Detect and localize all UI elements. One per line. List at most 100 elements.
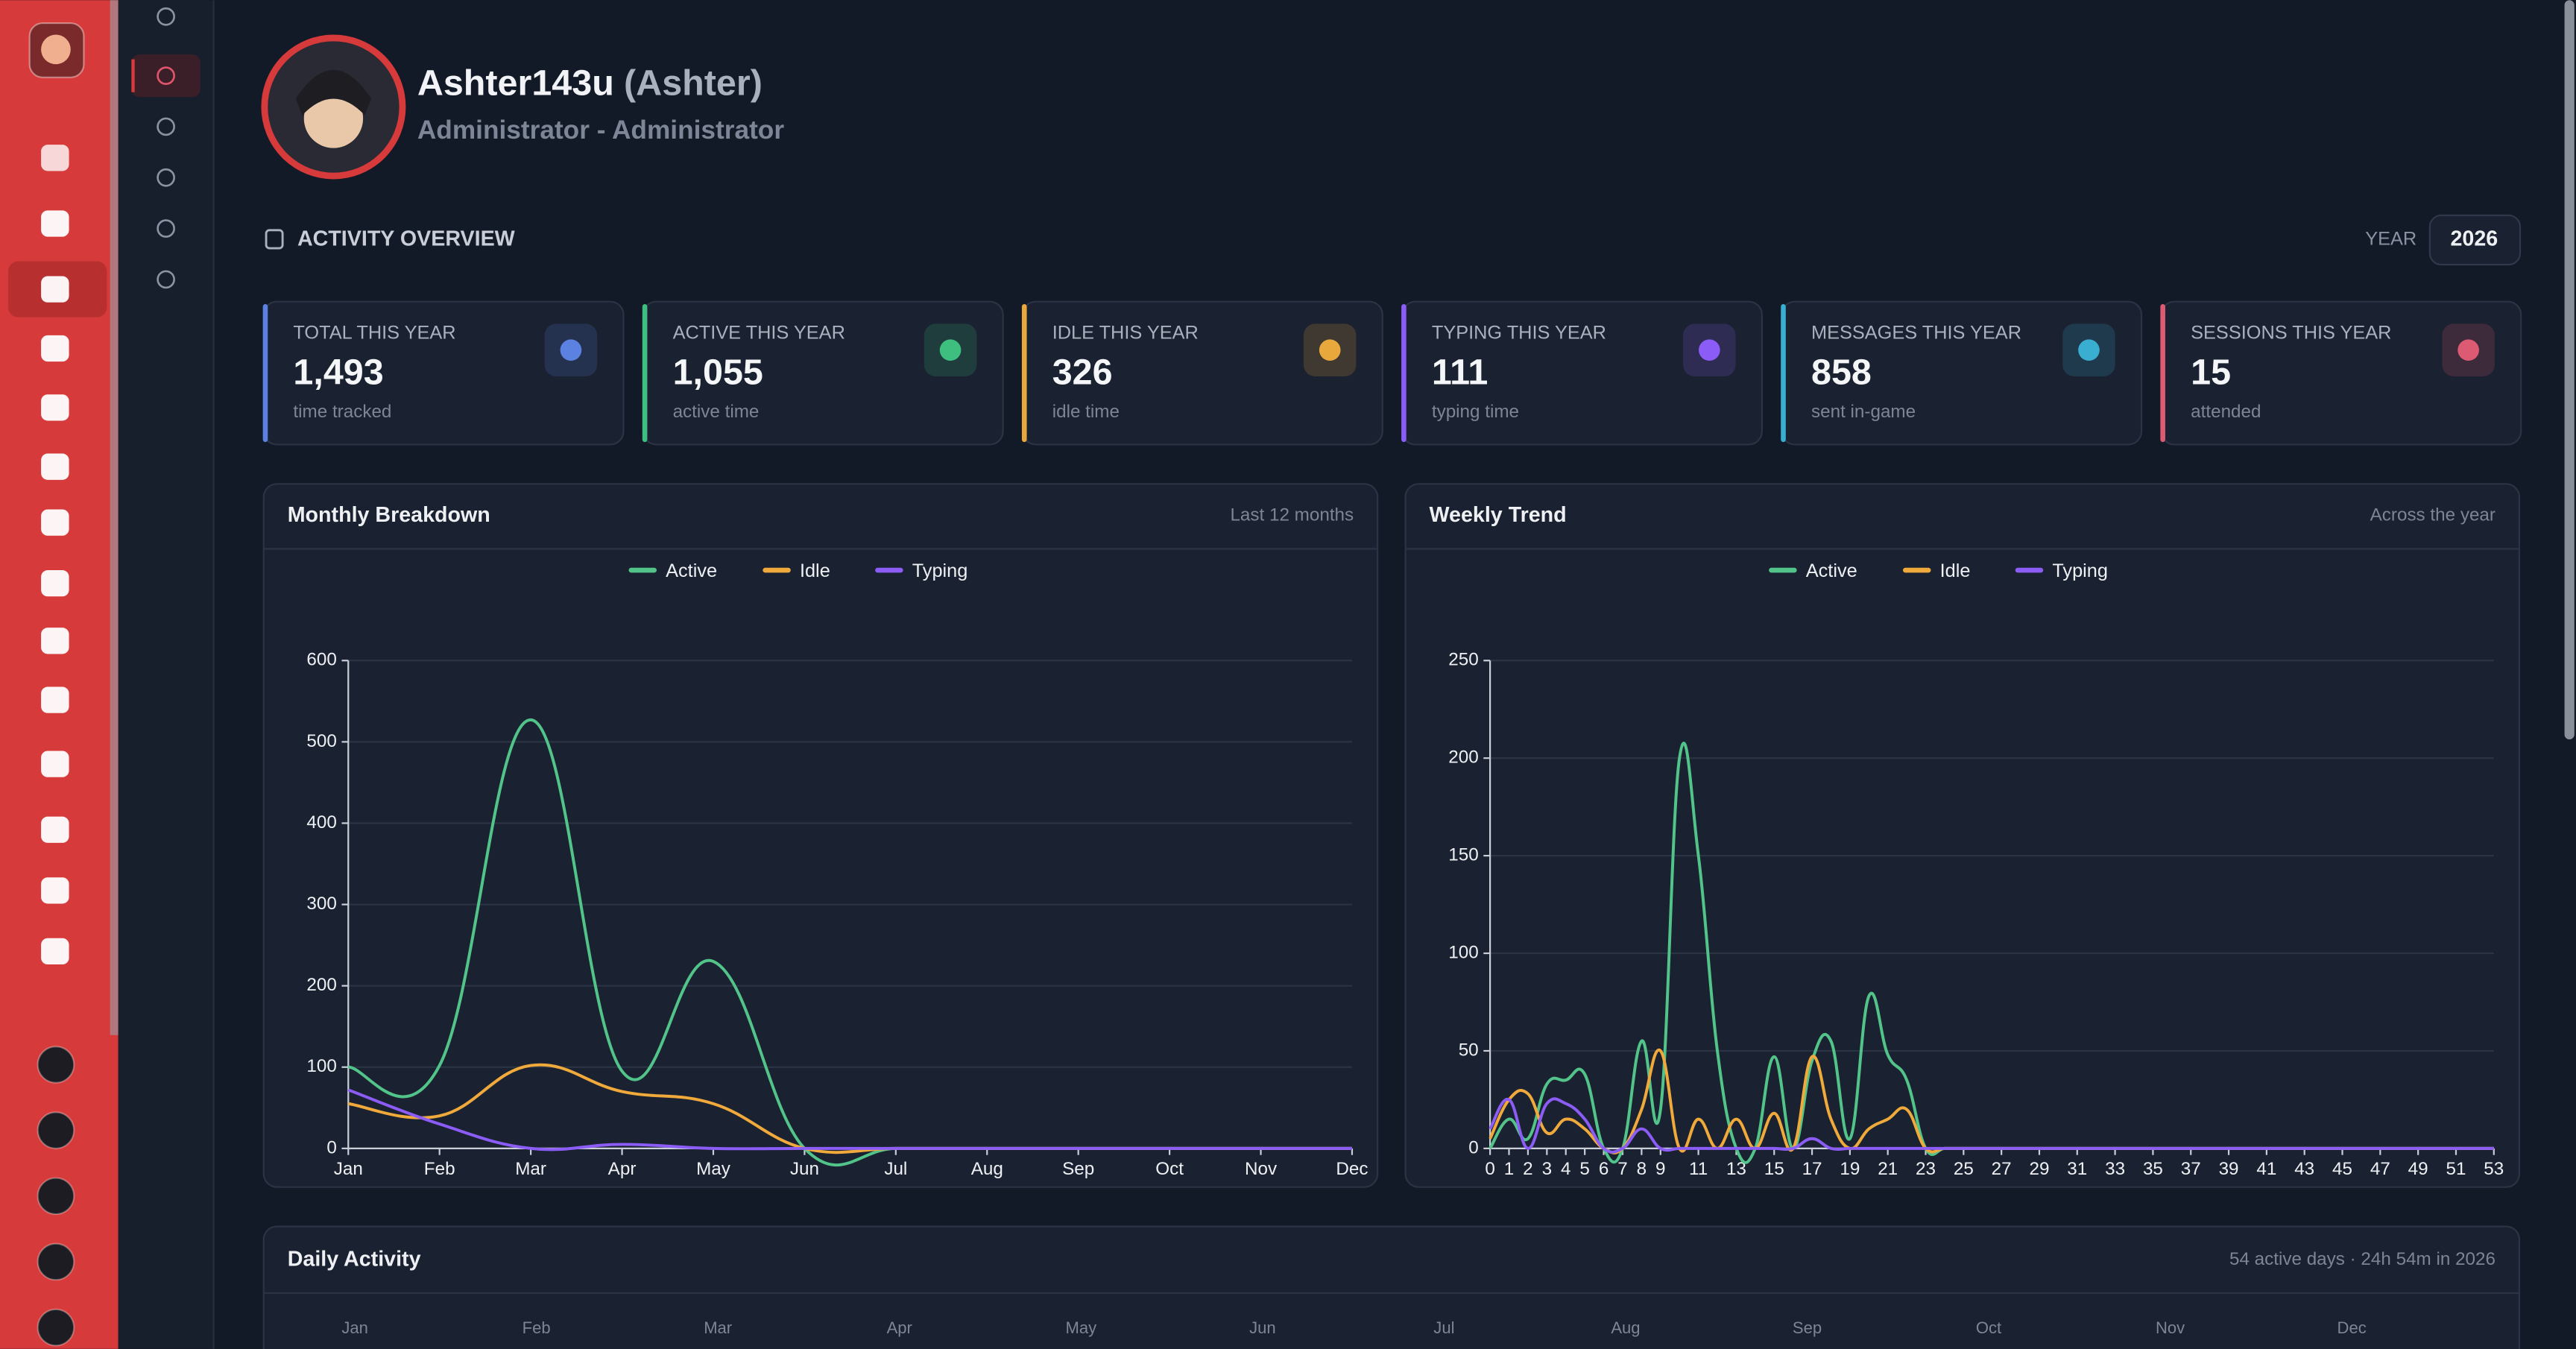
y-tick-label: 100 xyxy=(306,1056,336,1076)
nav-icon[interactable] xyxy=(41,816,69,843)
month-label: Dec xyxy=(2337,1318,2367,1337)
section-title: ACTIVITY OVERVIEW xyxy=(297,227,515,251)
subnav-icon[interactable] xyxy=(157,270,175,289)
nav-icon[interactable] xyxy=(41,938,69,965)
y-tick-label: 200 xyxy=(1448,748,1478,768)
month-label: Jun xyxy=(1249,1318,1276,1337)
nav-icon[interactable] xyxy=(41,570,69,597)
legend-label: Idle xyxy=(1940,560,1971,581)
nav-icon[interactable] xyxy=(41,686,69,713)
subnav-icon[interactable] xyxy=(157,7,175,26)
x-tick-label: 29 xyxy=(2029,1159,2049,1179)
stat-icon xyxy=(939,339,962,361)
subnav-icon[interactable] xyxy=(157,66,175,85)
subnav-icon[interactable] xyxy=(157,219,175,238)
year-label: YEAR xyxy=(2365,229,2416,250)
month-label: Feb xyxy=(523,1318,551,1337)
stat-label: TOTAL THIS YEAR xyxy=(293,322,455,343)
month-label: Sep xyxy=(1793,1318,1822,1337)
stat-sub: idle time xyxy=(1052,402,1120,422)
x-tick-label: Jul xyxy=(884,1159,907,1179)
x-tick-label: 37 xyxy=(2181,1159,2201,1179)
card-note: 54 active days · 24h 54m in 2026 xyxy=(2229,1249,2496,1269)
stat-label: TYPING THIS YEAR xyxy=(1432,322,1606,343)
month-label: Jul xyxy=(1433,1318,1454,1337)
stat-icon xyxy=(560,339,582,361)
x-tick-label: 43 xyxy=(2294,1159,2314,1179)
stat-accent xyxy=(1021,303,1027,443)
display-name: (Ashter) xyxy=(624,63,763,104)
x-tick-label: 23 xyxy=(1916,1159,1936,1179)
x-tick-label: 35 xyxy=(2143,1159,2163,1179)
stat-label: MESSAGES THIS YEAR xyxy=(1811,322,2021,343)
role: Administrator - Administrator xyxy=(417,116,785,145)
x-tick-label: 25 xyxy=(1954,1159,1974,1179)
integration-icon[interactable] xyxy=(37,1308,75,1347)
x-tick-label: 51 xyxy=(2446,1159,2466,1179)
nav-icon[interactable] xyxy=(41,877,69,904)
x-tick-label: 8 xyxy=(1637,1159,1647,1179)
subnav-icon[interactable] xyxy=(157,168,175,187)
nav-icon[interactable] xyxy=(41,210,69,237)
nav-icon[interactable] xyxy=(41,335,69,362)
stat-sub: attended xyxy=(2191,402,2261,422)
stat-value: 1,055 xyxy=(673,353,763,393)
weekly-card xyxy=(1404,483,2521,1188)
nav-icon[interactable] xyxy=(41,509,69,536)
legend-label: Idle xyxy=(800,560,830,581)
stat-accent xyxy=(262,303,268,443)
x-tick-label: 2 xyxy=(1523,1159,1532,1179)
x-tick-label: 15 xyxy=(1764,1159,1784,1179)
nav-icon[interactable] xyxy=(41,145,69,171)
stat-value: 1,493 xyxy=(293,353,383,393)
nav-icon[interactable] xyxy=(41,394,69,421)
avatar-face xyxy=(303,89,364,148)
x-tick-label: 41 xyxy=(2256,1159,2276,1179)
y-tick-label: 400 xyxy=(306,812,336,833)
y-tick-label: 600 xyxy=(306,650,336,670)
x-tick-label: 33 xyxy=(2105,1159,2125,1179)
stat-sub: active time xyxy=(673,402,760,422)
x-tick-label: 53 xyxy=(2484,1159,2504,1179)
integration-icon[interactable] xyxy=(37,1177,75,1216)
integration-icon[interactable] xyxy=(37,1242,75,1281)
stat-value: 326 xyxy=(1052,353,1113,393)
x-tick-label: 9 xyxy=(1655,1159,1665,1179)
x-tick-label: May xyxy=(696,1159,731,1179)
y-tick-label: 50 xyxy=(1459,1040,1479,1060)
legend-label: Active xyxy=(666,560,717,581)
year-select[interactable] xyxy=(2428,214,2522,266)
x-tick-label: Oct xyxy=(1155,1159,1184,1179)
calendar-icon xyxy=(265,229,284,250)
year-value[interactable]: 2026 xyxy=(2450,227,2498,251)
x-tick-label: 7 xyxy=(1617,1159,1627,1179)
x-tick-label: Sep xyxy=(1062,1159,1094,1179)
x-tick-label: 1 xyxy=(1504,1159,1514,1179)
stat-accent xyxy=(1781,303,1786,443)
stat-accent xyxy=(1401,303,1407,443)
x-tick-label: 0 xyxy=(1485,1159,1494,1179)
integration-icon[interactable] xyxy=(37,1111,75,1149)
x-tick-label: 47 xyxy=(2370,1159,2390,1179)
legend-label: Typing xyxy=(2052,560,2108,581)
stat-sub: sent in-game xyxy=(1811,402,1916,422)
sidebar-scrollbar xyxy=(110,0,119,1035)
x-tick-label: 39 xyxy=(2219,1159,2239,1179)
x-tick-label: 21 xyxy=(1878,1159,1898,1179)
y-tick-label: 100 xyxy=(1448,942,1478,962)
integration-icon[interactable] xyxy=(37,1046,75,1084)
subnav-icon[interactable] xyxy=(157,117,175,136)
nav-icon[interactable] xyxy=(41,453,69,480)
legend-label: Active xyxy=(1806,560,1857,581)
nav-icon[interactable] xyxy=(41,751,69,777)
page-scrollbar xyxy=(2564,0,2575,740)
nav-icon[interactable] xyxy=(41,628,69,654)
nav-icon[interactable] xyxy=(41,276,69,303)
month-label: Jan xyxy=(341,1318,368,1337)
x-tick-label: Jun xyxy=(790,1159,819,1179)
series-line xyxy=(1489,1097,2494,1154)
sub-sidebar xyxy=(118,0,214,1349)
y-tick-label: 300 xyxy=(306,894,336,914)
series-line xyxy=(347,1088,1352,1151)
